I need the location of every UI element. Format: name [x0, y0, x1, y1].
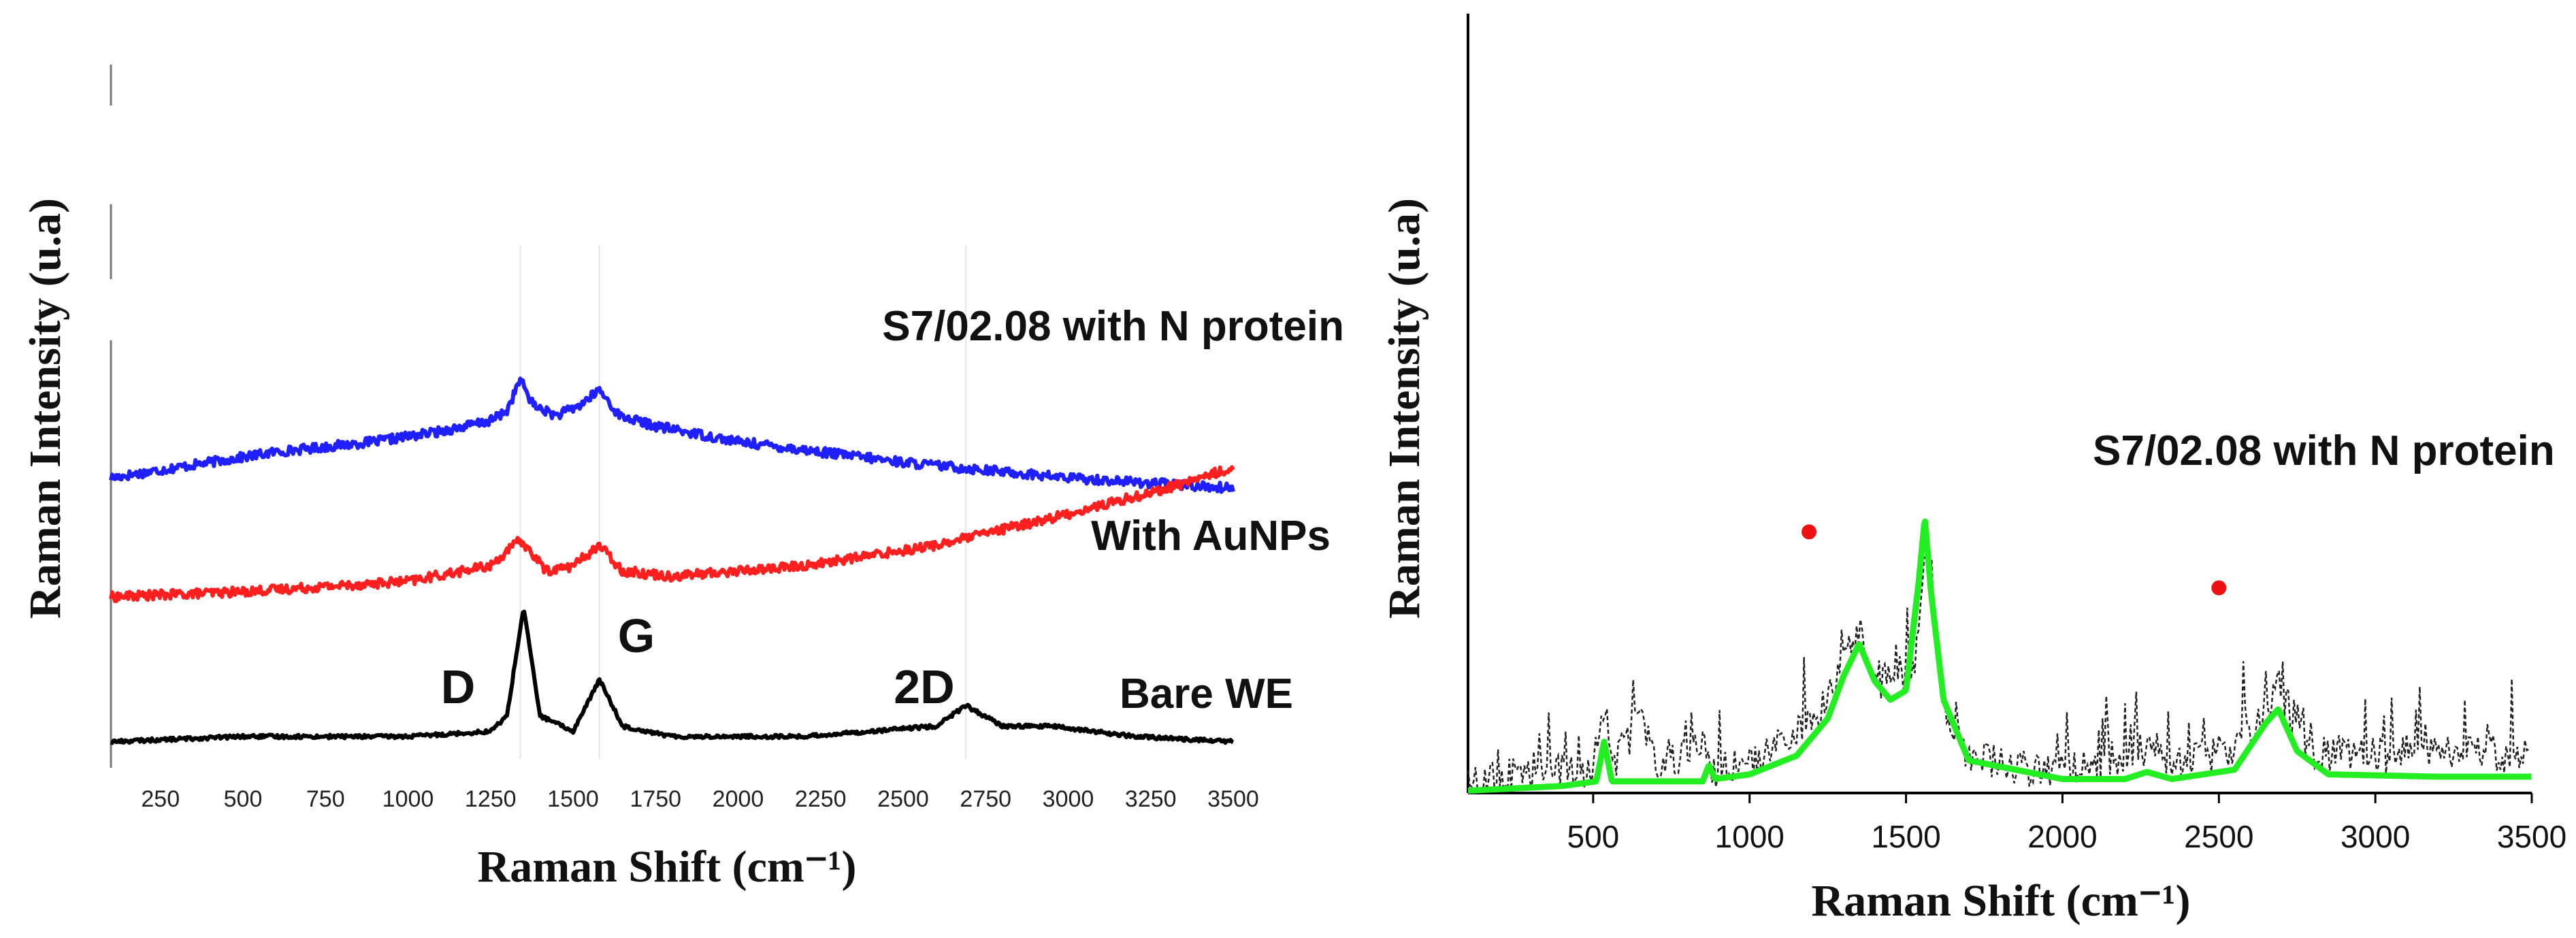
series-line [109, 376, 1235, 494]
experimental-line [1467, 554, 2531, 795]
x-tick-label: 2000 [2027, 819, 2097, 854]
fit-line [1465, 518, 2534, 794]
right-y-axis-title: Raman Intensity (u.a) [1380, 198, 1429, 619]
label-n-protein-right: S7/02.08 with N protein [2093, 427, 2555, 474]
left-y-axis-title: Raman Intensity (u.a) [20, 198, 70, 619]
x-tick-label: 250 [141, 786, 180, 812]
left-x-axis-title: Raman Shift (cm⁻¹) [478, 842, 857, 892]
x-tick-label: 3000 [1043, 786, 1094, 812]
x-tick-label: 1000 [382, 786, 434, 812]
left-reference-lines [519, 245, 967, 759]
x-tick-label: 1500 [547, 786, 599, 812]
x-tick-label: 1000 [1715, 819, 1784, 854]
x-tick-label: 2000 [713, 786, 764, 812]
red-marker [2211, 580, 2227, 596]
label-n-protein: S7/02.08 with N protein [882, 303, 1344, 350]
x-tick-label: 3250 [1125, 786, 1177, 812]
x-tick-label: 2250 [795, 786, 847, 812]
label-aunps: With AuNPs [1091, 513, 1331, 560]
peak-label-g: G [618, 609, 655, 662]
label-bare-we: Bare WE [1120, 670, 1293, 717]
series-line [109, 465, 1235, 603]
x-tick-label: 1500 [1871, 819, 1940, 854]
x-tick-label: 2750 [960, 786, 1011, 812]
x-tick-label: 2500 [877, 786, 929, 812]
x-tick-label: 750 [306, 786, 345, 812]
x-tick-label: 3500 [2497, 819, 2566, 854]
x-tick-label: 500 [224, 786, 263, 812]
peak-label-2d: 2D [894, 660, 954, 713]
red-marker [1801, 524, 1817, 540]
peak-label-d: D [441, 660, 476, 713]
right-x-ticks: 500 1000 1500 2000 2500 3000 3500 [1567, 793, 2566, 854]
x-tick-label: 1250 [465, 786, 517, 812]
left-panel: 250 500 750 1000 1250 1500 1750 2000 2250 2500 275… [20, 65, 1344, 892]
left-x-ticks: 250 500 750 1000 1250 1500 1750 2000 2250 2500 275… [141, 786, 1258, 812]
right-x-axis-title: Raman Shift (cm⁻¹) [1812, 876, 2191, 926]
left-series [109, 376, 1235, 745]
right-series [1465, 518, 2534, 795]
x-tick-label: 2500 [2184, 819, 2253, 854]
x-tick-label: 3000 [2341, 819, 2410, 854]
right-panel: 500 1000 1500 2000 2500 3000 3500 S7/02.08 wit… [1380, 14, 2566, 926]
right-markers [1801, 524, 2227, 596]
x-tick-label: 1750 [630, 786, 681, 812]
x-tick-label: 3500 [1207, 786, 1259, 812]
x-tick-label: 500 [1567, 819, 1620, 854]
series-line [110, 609, 1235, 745]
